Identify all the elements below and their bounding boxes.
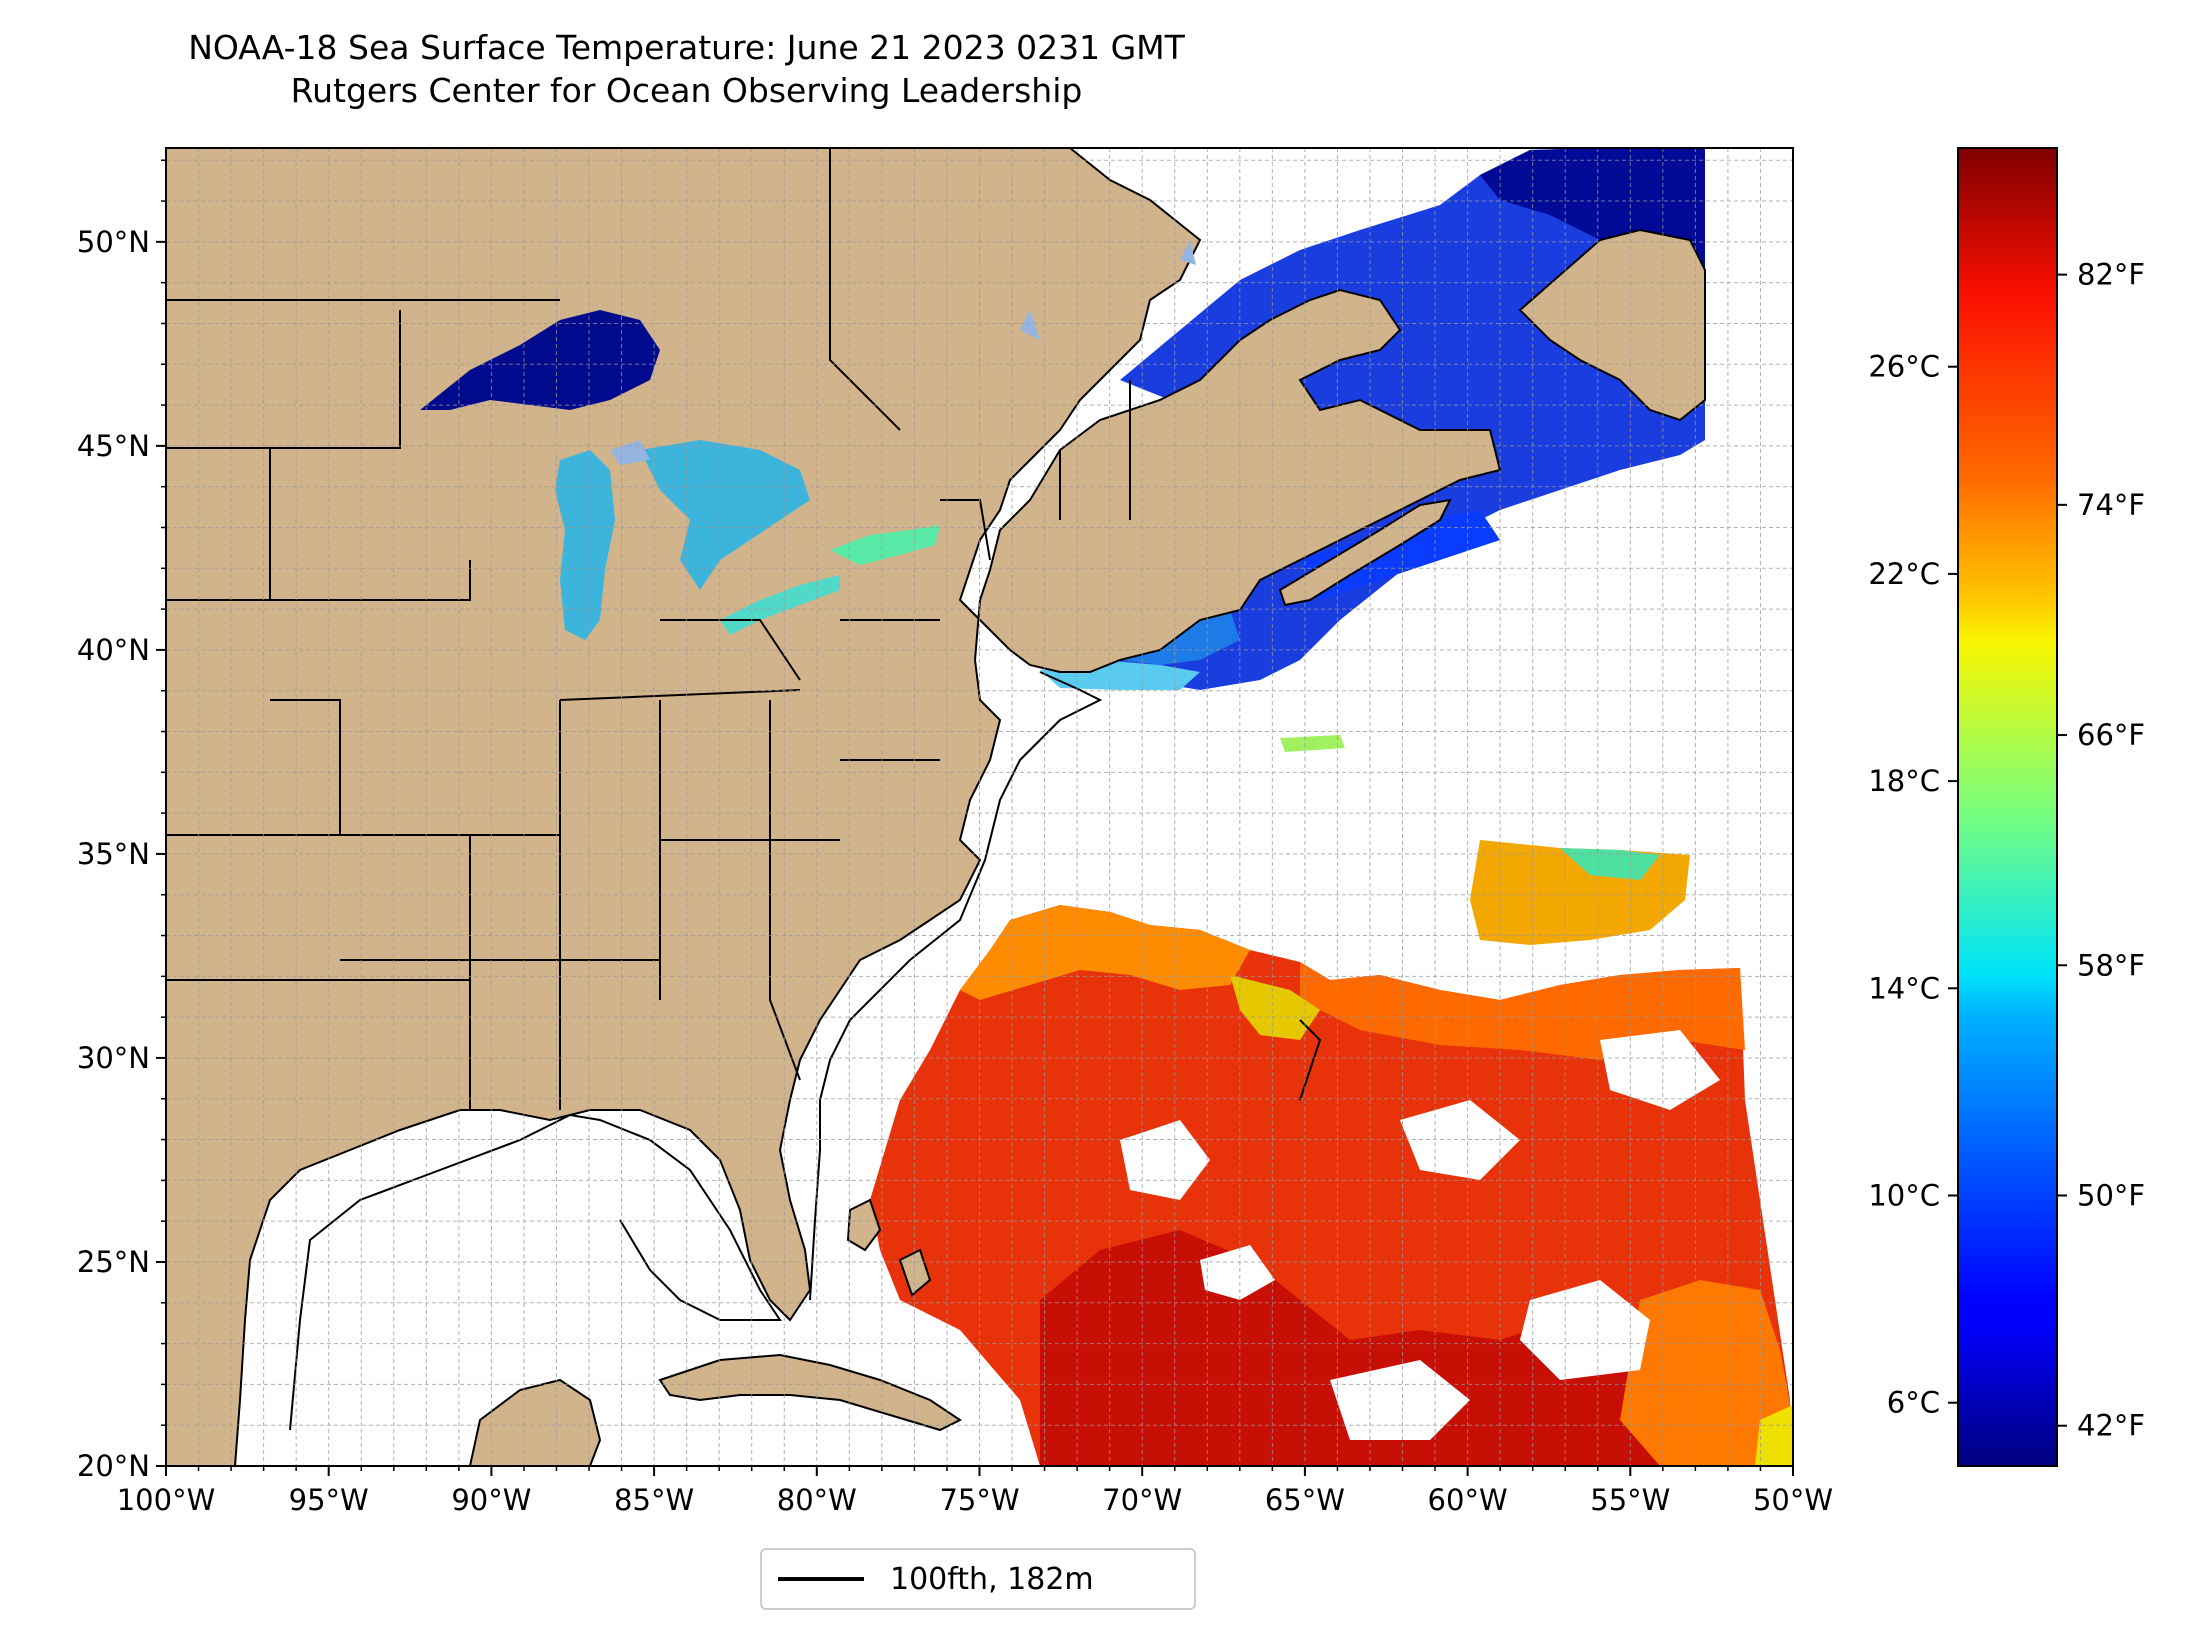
colorbar-f-tick-label: 74°F — [2077, 488, 2145, 522]
lat-tick-label: 30°N — [77, 1041, 150, 1075]
lon-tick-label: 100°W — [117, 1483, 216, 1517]
colorbar-c-tick-label: 22°C — [1868, 557, 1940, 591]
sst-warm-field — [870, 735, 1793, 1466]
lon-tick-label: 95°W — [289, 1483, 369, 1517]
great-lakes — [420, 240, 1196, 640]
lake-michigan — [555, 450, 615, 640]
lon-tick-label: 90°W — [451, 1483, 531, 1517]
colorbar-f-tick-label: 66°F — [2077, 718, 2145, 752]
lake-huron — [640, 440, 810, 590]
lon-tick-label: 70°W — [1102, 1483, 1182, 1517]
lat-tick-label: 35°N — [77, 837, 150, 871]
lon-tick-label: 80°W — [777, 1483, 857, 1517]
colorbar-c-tick-label: 18°C — [1868, 764, 1940, 798]
longitude-axis: 100°W 95°W 90°W 85°W 80°W 75°W 70°W 65°W 60°W 55°… — [117, 1466, 1833, 1517]
colorbar-f-tick-label: 42°F — [2077, 1409, 2145, 1443]
title-line-2: Rutgers Center for Ocean Observing Leade… — [290, 71, 1083, 110]
lon-tick-label: 50°W — [1753, 1483, 1833, 1517]
lon-tick-label: 55°W — [1590, 1483, 1670, 1517]
colorbar-f-tick-label: 58°F — [2077, 948, 2145, 982]
lake-superior — [420, 310, 660, 410]
chart-title: NOAA-18 Sea Surface Temperature: June 21… — [0, 26, 1373, 112]
cuba-land — [658, 1353, 962, 1432]
colorbar-c-tick-label: 14°C — [1868, 971, 1940, 1005]
map-content — [166, 148, 1793, 1466]
colorbar-c-tick-label: 10°C — [1868, 1178, 1940, 1212]
bahamas-land-2 — [898, 1248, 932, 1297]
colorbar-f-tick-label: 50°F — [2077, 1178, 2145, 1212]
colorbar-c-tick-label: 6°C — [1887, 1386, 1940, 1420]
political-borders — [166, 148, 1131, 1110]
land — [166, 148, 1706, 1466]
lon-tick-label: 65°W — [1265, 1483, 1345, 1517]
lon-tick-label: 75°W — [939, 1483, 1019, 1517]
lon-tick-label: 60°W — [1428, 1483, 1508, 1517]
latitude-axis: 20°N 25°N 30°N 35°N 40°N 45°N 50°N — [77, 159, 166, 1483]
colorbar-fahrenheit-axis: 42°F 50°F 58°F 66°F 74°F 82°F — [2057, 258, 2145, 1443]
colorbar — [1957, 147, 2058, 1467]
bahamas-land — [846, 1198, 882, 1252]
lon-tick-label: 85°W — [614, 1483, 694, 1517]
colorbar-f-tick-label: 82°F — [2077, 258, 2145, 292]
lake-ontario — [830, 525, 940, 565]
colorbar-c-tick-label: 26°C — [1868, 350, 1940, 384]
yucatan-land — [468, 1378, 602, 1466]
legend: 100fth, 182m — [760, 1548, 1196, 1610]
lat-tick-label: 40°N — [77, 633, 150, 667]
newfoundland-land — [1518, 228, 1706, 422]
lat-tick-label: 20°N — [77, 1449, 150, 1483]
lat-tick-label: 50°N — [77, 225, 150, 259]
lat-tick-label: 25°N — [77, 1245, 150, 1279]
nova-scotia-land — [1278, 498, 1452, 607]
colorbar-celsius-axis: 6°C 10°C 14°C 18°C 22°C 26°C — [1868, 350, 1958, 1420]
title-line-1: NOAA-18 Sea Surface Temperature: June 21… — [188, 28, 1185, 67]
legend-label: 100fth, 182m — [890, 1561, 1094, 1597]
lat-tick-label: 45°N — [77, 429, 150, 463]
legend-line-swatch — [778, 1577, 864, 1581]
isobath-100fth — [289, 671, 1322, 1431]
graticule — [166, 148, 1793, 1466]
